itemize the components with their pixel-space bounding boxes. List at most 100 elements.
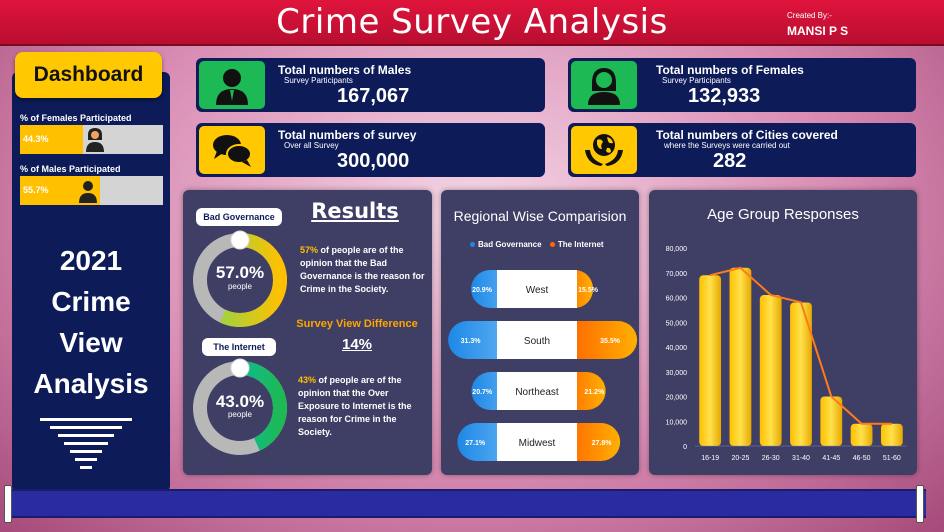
bad-governance-data-label: 20.9%	[472, 287, 493, 294]
y-tick-label: 40,000	[666, 345, 688, 352]
female-pct-value: 44.3%	[23, 134, 49, 144]
credit-name: MANSI P S	[787, 24, 849, 38]
region-label: Northeast	[515, 387, 559, 398]
age-bar	[759, 295, 782, 446]
scroll-handle-right[interactable]	[916, 485, 924, 523]
header-banner: Crime Survey Analysis Created By:- MANSI…	[0, 0, 944, 46]
female-user-icon	[571, 61, 637, 109]
legend-internet: The Internet	[557, 240, 604, 249]
kpi-value: 132,933	[688, 85, 761, 107]
kpi-title: Total numbers of Cities covered	[656, 128, 838, 142]
region-label-box	[497, 270, 577, 308]
kpi-subtitle: Survey Participants	[662, 76, 731, 85]
kpi-cities-card: Total numbers of Cities covered where th…	[568, 123, 916, 177]
regional-chart: West 20.9% 15.5% South 31.3% 35.5% Northeast 20…	[448, 270, 638, 461]
legend-dot-internet	[549, 242, 555, 248]
internet-donut-value: 43.0%	[215, 392, 265, 411]
page-title: Crime Survey Analysis	[276, 2, 668, 42]
donut-knob	[230, 230, 250, 250]
results-title: Results	[311, 199, 399, 223]
internet-data-label: 27.8%	[592, 440, 613, 447]
regional-legend: Bad Governance The Internet	[470, 240, 604, 249]
region-label: Midwest	[519, 438, 556, 449]
x-tick-label: 16-19	[701, 455, 719, 462]
x-tick-label: 51-60	[883, 455, 901, 462]
globe-hands-icon	[571, 126, 637, 174]
chat-bubbles-icon	[199, 126, 265, 174]
age-bar	[850, 423, 873, 446]
legend-dot-bad-governance	[470, 242, 475, 248]
kpi-title: Total numbers of survey	[278, 128, 417, 142]
female-pct-label: % of Females Participated	[20, 113, 132, 123]
y-tick-label: 70,000	[666, 271, 688, 278]
region-label-box	[497, 423, 577, 461]
age-trend-line	[709, 266, 892, 425]
male-pct-label: % of Males Participated	[20, 164, 121, 174]
regional-title: Regional Wise Comparision	[453, 208, 627, 224]
kpi-males-card: Total numbers of Males Survey Participan…	[196, 58, 545, 112]
bad-governance-data-label: 27.1%	[465, 440, 486, 447]
internet-data-label: 21.2%	[584, 389, 605, 396]
age-bar	[880, 423, 903, 446]
region-label: South	[524, 336, 550, 347]
internet-summary: 43% of people are of the opinion that th…	[298, 374, 426, 439]
kpi-subtitle: Survey Participants	[284, 76, 353, 85]
y-tick-label: 50,000	[666, 320, 688, 327]
x-tick-label: 46-50	[853, 455, 871, 462]
bad-governance-donut	[193, 230, 287, 327]
scroll-handle-left[interactable]	[4, 485, 12, 523]
bad-governance-donut-unit: people	[227, 282, 253, 291]
sidebar-title-line: Crime	[51, 286, 131, 317]
y-tick-label: 20,000	[666, 395, 688, 402]
bottom-scroll-bar[interactable]	[8, 489, 926, 518]
internet-label: The Internet	[202, 338, 276, 356]
y-tick-label: 30,000	[666, 370, 688, 377]
sidebar-title: 2021 Crime View Analysis	[12, 240, 170, 404]
funnel-icon	[40, 418, 132, 469]
credit-label: Created By:-	[787, 11, 832, 20]
region-label-box	[497, 372, 577, 410]
x-tick-label: 26-30	[762, 455, 780, 462]
internet-donut-unit: people	[227, 410, 253, 419]
male-pct-value: 55.7%	[23, 185, 49, 195]
age-title: Age Group Responses	[707, 206, 859, 223]
female-user-icon	[86, 128, 105, 152]
kpi-value: 167,067	[337, 85, 410, 107]
kpi-survey-card: Total numbers of survey Over all Survey …	[196, 123, 545, 177]
bad-governance-data-label: 20.7%	[472, 389, 493, 396]
age-bar	[820, 396, 843, 446]
age-chart: 0 10,000 20,000 30,000 40,000 50,000 60,000 70,…	[666, 246, 907, 462]
internet-donut	[193, 358, 287, 455]
kpi-subtitle: Over all Survey	[284, 141, 339, 150]
internet-text: of people are of the opinion that the Ov…	[298, 375, 412, 437]
sidebar-title-line: Analysis	[33, 368, 149, 399]
kpi-value: 300,000	[337, 150, 410, 172]
female-pct-bar: 44.3%	[20, 125, 163, 154]
age-bar	[729, 267, 752, 446]
internet-data-label: 15.5%	[578, 287, 599, 294]
y-tick-label: 0	[683, 444, 687, 451]
dashboard-button[interactable]: Dashboard	[15, 52, 162, 98]
kpi-females-card: Total numbers of Females Survey Particip…	[568, 58, 916, 112]
bad-governance-data-label: 31.3%	[461, 338, 482, 345]
sidebar-title-line: 2021	[59, 245, 123, 276]
internet-pct: 43%	[298, 375, 317, 385]
kpi-value: 282	[713, 150, 747, 172]
bad-governance-donut-value: 57.0%	[215, 263, 265, 282]
kpi-title: Total numbers of Females	[656, 63, 804, 77]
bad-governance-summary: 57% of people are of the opinion that th…	[300, 244, 428, 296]
bad-governance-label: Bad Governance	[196, 208, 282, 226]
x-tick-label: 20-25	[731, 455, 749, 462]
x-tick-label: 31-40	[792, 455, 810, 462]
x-tick-label: 41-45	[822, 455, 840, 462]
region-label-box	[497, 321, 577, 359]
age-bar	[790, 302, 812, 446]
y-tick-label: 80,000	[666, 246, 688, 253]
bar-internet	[557, 321, 638, 359]
bad-governance-pct: 57%	[300, 245, 319, 255]
sidebar-title-line: View	[59, 327, 123, 358]
survey-diff-value: 14%	[341, 336, 373, 353]
internet-data-label: 35.5%	[600, 338, 621, 345]
donut-knob	[230, 358, 250, 378]
female-pct-fill	[20, 125, 84, 154]
